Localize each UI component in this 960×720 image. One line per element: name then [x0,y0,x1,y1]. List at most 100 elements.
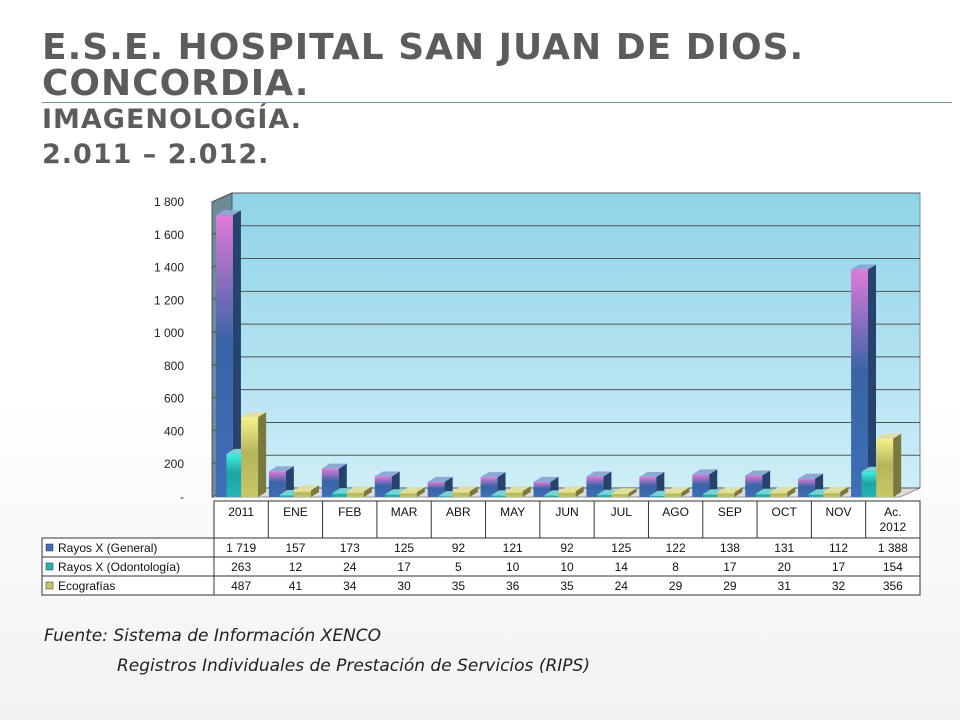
bar [649,495,667,497]
bar [611,493,629,497]
bar [639,477,657,497]
data-label: 41 [289,579,303,593]
bar-side [232,210,241,497]
bar [808,494,826,497]
data-label: 12 [289,560,303,574]
table-category-label: ENE [283,505,308,519]
table-category-label: JUN [555,505,578,519]
legend-key [45,562,54,571]
bar-top [294,485,320,491]
data-label: 138 [720,541,740,555]
bar-top [374,471,400,477]
data-label: 125 [394,541,414,555]
data-label: 112 [829,541,848,555]
bar [544,495,561,497]
data-label: 5 [455,560,462,574]
bar [851,269,869,497]
y-tick-label: - [180,490,184,504]
bar-top [798,473,824,479]
bar-top [216,210,241,216]
bar-side [893,433,902,497]
legend-label: Rayos X (General) [58,541,157,555]
table-category-label: OCT [772,505,798,519]
bar [452,491,470,497]
bar-top [347,486,372,492]
data-label: 1 719 [226,541,256,555]
table-row [41,575,921,596]
y-tick-label: 1 800 [154,195,184,209]
bar-chart: - 200 400 600 800 1 000 1 200 1 400 1 600 1 800 20… [41,192,921,596]
title-line-hospital: E.S.E. HOSPITAL SAN JUAN DE DIOS. CONCOR… [42,27,805,104]
bar [876,438,894,497]
bar [491,495,509,497]
data-label: 24 [615,579,629,593]
bar-side [681,487,690,497]
title-line-department: IMAGENOLOGÍA. [42,104,303,135]
bar-top [770,486,796,492]
data-label: 122 [666,541,686,555]
bar-top [639,472,665,478]
table-category-label: SEP [718,505,742,519]
bar [505,491,523,497]
bar-top [533,476,559,482]
bar [332,493,350,497]
table-category-label: 2012 [879,520,906,534]
bar [717,492,735,497]
bar [823,491,841,497]
data-label: 36 [506,579,520,593]
data-label: 31 [778,579,792,593]
bar [268,471,286,497]
bar-top [692,469,718,475]
bar [241,417,259,497]
bar-side [868,264,877,497]
bar-top [745,470,771,476]
bar [692,474,710,497]
data-label: 92 [452,541,466,555]
data-label: 14 [615,560,629,574]
bar [533,481,551,497]
table-category-label: NOV [826,505,852,519]
data-label: 29 [723,579,737,593]
data-label: 263 [231,560,251,574]
back-wall [231,192,921,489]
table-header-row [213,500,921,539]
bar [374,476,392,497]
data-label: 17 [397,560,411,574]
bar-top [717,487,743,493]
bar [216,215,233,497]
bar [745,475,763,497]
data-label: 35 [560,579,574,593]
bar-top [664,487,690,493]
y-tick-label: 400 [164,424,184,438]
data-label: 173 [340,541,360,555]
legend-label: Rayos X (Odontología) [58,560,180,574]
bar [558,491,576,497]
y-tick-label: 1 600 [154,228,184,242]
table-category-label: AGO [662,505,689,519]
bar [347,491,364,497]
data-label: 157 [285,541,305,555]
bar-top [558,486,584,492]
data-label: 92 [560,541,574,555]
bar-side [311,485,320,497]
gridline-side [211,192,233,203]
data-label: 30 [397,579,411,593]
legend-key [45,581,54,590]
bar [226,453,244,497]
source-note: Fuente: Sistema de Información XENCO [44,626,382,646]
data-label: 154 [883,560,903,574]
bar [798,478,816,497]
bar [596,494,614,497]
data-label: 10 [560,560,574,574]
data-label: 1 388 [878,541,908,555]
data-label: 34 [343,579,357,593]
bar-top [241,412,267,418]
table-category-label: MAY [500,505,525,519]
bar-top [611,488,637,494]
data-label: 20 [778,560,792,574]
y-tick-label: 1 200 [154,293,184,307]
bar-top [876,433,902,439]
y-tick-label: 600 [164,392,184,406]
table-category-label: 2011 [228,505,254,519]
bar [385,494,403,497]
